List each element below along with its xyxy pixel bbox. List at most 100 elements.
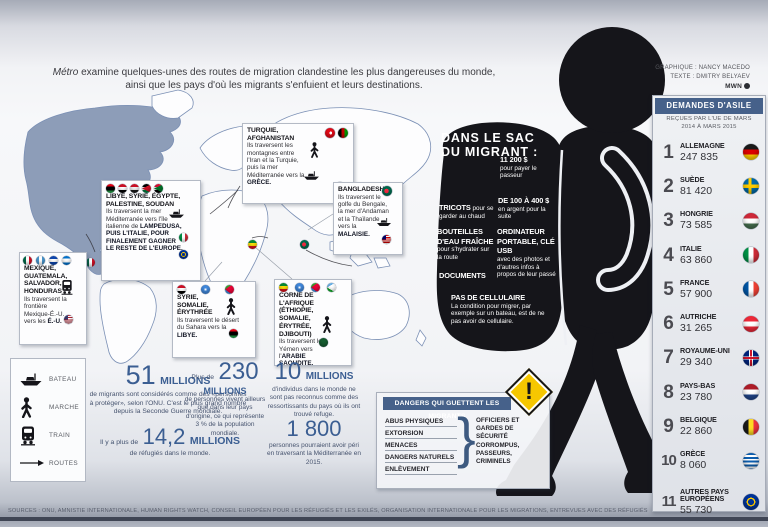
honduras-flag-icon bbox=[62, 256, 71, 265]
backpack-torso-gap bbox=[558, 149, 568, 346]
asylum-row: 1 ALLEMAGNE 247 835 bbox=[658, 135, 762, 169]
dangers-outcome: OFFICIERS ET GARDES DE SÉCURITÉ CORROMPU… bbox=[476, 417, 520, 465]
callout-title: MEXIQUE, GUATEMALA, SALVADOR, HONDURAS bbox=[24, 265, 68, 296]
italy-flag-icon bbox=[179, 233, 188, 242]
callout-body: Ils traversent le Yémen vers l'ARABIE SA… bbox=[279, 338, 322, 368]
map-dot-ethiopia-flag-icon bbox=[248, 240, 257, 249]
guatemala-flag-icon bbox=[36, 256, 45, 265]
netherlands-flag-icon bbox=[743, 384, 759, 401]
asylum-row: 2 SUÈDE 81 420 bbox=[658, 169, 762, 203]
danger-item: MENACES bbox=[385, 439, 457, 451]
walk-icon bbox=[322, 316, 332, 333]
map-routes bbox=[85, 157, 353, 267]
train-icon bbox=[61, 279, 73, 295]
austria-flag-icon bbox=[743, 315, 759, 332]
asylum-row: 10 GRÈCE 8 060 bbox=[658, 444, 762, 478]
walk-icon bbox=[310, 142, 319, 158]
asylum-row: 7 ROYAUME-UNI 29 340 bbox=[658, 341, 762, 375]
map-greenland bbox=[151, 89, 194, 119]
uk-flag-icon bbox=[743, 349, 759, 366]
djibouti-flag-icon bbox=[327, 283, 336, 292]
map-leader-lines bbox=[204, 213, 334, 282]
brace-glyph: } bbox=[457, 406, 476, 469]
dangers-list: ABUS PHYSIQUES EXTORSION MENACES DANGERS… bbox=[385, 415, 457, 475]
afghanistan-flag-icon bbox=[338, 128, 348, 138]
sweden-flag-icon bbox=[743, 178, 759, 195]
credits: GRAPHIQUE : NANCY MACEDO TEXTE : DMITRY … bbox=[636, 64, 750, 92]
globe-icon bbox=[744, 83, 750, 89]
egypt-flag-icon bbox=[130, 184, 139, 193]
eu-flag-icon bbox=[179, 250, 188, 259]
libya-flag-icon bbox=[106, 184, 115, 193]
danger-item: EXTORSION bbox=[385, 427, 457, 439]
boat-icon bbox=[19, 372, 43, 386]
asylum-row: 4 ITALIE 63 860 bbox=[658, 238, 762, 272]
turkey-flag-icon bbox=[325, 128, 335, 138]
brand-name: Métro bbox=[52, 67, 79, 78]
asylum-row: 6 AUTRICHE 31 265 bbox=[658, 306, 762, 340]
asylum-rows: 1 ALLEMAGNE 247 835 2 SUÈDE 81 420 3 HONGRIE 7… bbox=[658, 135, 762, 526]
walk-icon bbox=[226, 298, 236, 315]
callout-corne-afrique: CORNE DE L'AFRIQUE (ÉTHIOPIE, SOMALIE, É… bbox=[274, 279, 352, 368]
callout-syrie-somalie-erythree: SYRIE, SOMALIE, ÉRYTHRÉE Ils traversent … bbox=[172, 281, 256, 358]
sac-item-tricots: TRICOTS pour se garder au chaud bbox=[439, 203, 494, 220]
stat-14-2-millions: Il y a plus de 14,2 MILLIONS de réfugiés… bbox=[99, 424, 241, 457]
asylum-header: DEMANDES D'ASILE bbox=[655, 98, 763, 114]
eritrea-flag-icon bbox=[225, 285, 234, 294]
asylum-row: 5 FRANCE 57 900 bbox=[658, 272, 762, 306]
route-arrow-icon bbox=[19, 459, 45, 467]
asylum-row: 3 HONGRIE 73 585 bbox=[658, 204, 762, 238]
asylum-row: 11 AUTRES PAYS EUROPÉENS 55 730 bbox=[658, 478, 762, 526]
sudan-flag-icon bbox=[154, 184, 163, 193]
credit-graphique: GRAPHIQUE : NANCY MACEDO bbox=[655, 65, 750, 71]
eritrea-flag-icon bbox=[311, 283, 320, 292]
mexico-flag-icon bbox=[23, 256, 32, 265]
callout-bangladesh: BANGLADESH Ils traversent le golfe du Be… bbox=[333, 182, 403, 255]
sac-item-bouteilles: BOUTEILLES D'EAU FRAÎCHE pour s'hydrater … bbox=[437, 227, 494, 262]
legend-row-bateau: BATEAU bbox=[19, 365, 85, 393]
map-new-zealand bbox=[415, 329, 427, 347]
callout-title: BANGLADESH bbox=[338, 186, 385, 193]
callout-libye-syrie-egypte: LIBYE, SYRIE, ÉGYPTE, PALESTINE, SOUDAN … bbox=[101, 180, 201, 281]
brand-row: MWN bbox=[636, 82, 750, 92]
sac-item-pas-cellulaire: PAS DE CELLULAIRE La condition pour migre… bbox=[451, 293, 545, 326]
map-australia bbox=[341, 290, 410, 340]
belgium-flag-icon bbox=[743, 418, 759, 435]
salvador-flag-icon bbox=[49, 256, 58, 265]
callout-title: TURQUIE, AFGHANISTAN bbox=[247, 127, 295, 142]
ethiopia-flag-icon bbox=[279, 283, 288, 292]
map-dot-mexico-flag-icon bbox=[86, 258, 95, 267]
map-dot-bangladesh-flag-icon bbox=[300, 240, 309, 249]
danger-item: ABUS PHYSIQUES bbox=[385, 415, 457, 427]
figure-backpack bbox=[436, 122, 566, 352]
intro-text: Métro examine quelques-unes des routes d… bbox=[52, 67, 496, 91]
boat-icon bbox=[168, 208, 185, 219]
figure-arm bbox=[600, 150, 651, 288]
stat-51-millions: 51 MILLIONS de migrants sont considérés … bbox=[89, 360, 247, 416]
boat-icon bbox=[303, 170, 320, 181]
bangladesh-flag-icon bbox=[382, 186, 392, 196]
libya-flag-icon bbox=[229, 329, 238, 338]
credit-texte: TEXTE : DMITRY BELYAEV bbox=[670, 74, 750, 80]
callout-body: Ils traversent le golfe du Bengale, la m… bbox=[338, 193, 389, 238]
asylum-subheader: REÇUES PAR L'UE DE MARS 2014 À MARS 2015 bbox=[666, 116, 752, 130]
figure-back-leg bbox=[496, 325, 598, 496]
callout-body: Ils traversent le désert du Sahara vers … bbox=[177, 317, 239, 339]
bottom-bar bbox=[0, 517, 768, 521]
saudi-arabia-flag-icon bbox=[319, 338, 328, 347]
italy-flag-icon bbox=[743, 247, 759, 264]
stat-1800: 1 800 personnes pourraient avoir péri en… bbox=[267, 416, 361, 466]
callout-body: Ils traversent la mer Méditerranée vers … bbox=[106, 208, 183, 253]
germany-flag-icon bbox=[743, 144, 759, 161]
eu-flag-icon bbox=[743, 493, 759, 510]
callout-mexique-guatemala: MEXIQUE, GUATEMALA, SALVADOR, HONDURAS I… bbox=[19, 252, 87, 345]
legend-row-routes: ROUTES bbox=[19, 449, 85, 477]
greece-flag-icon bbox=[743, 452, 759, 469]
sac-item-documents: DOCUMENTS bbox=[439, 271, 486, 280]
malaysia-flag-icon bbox=[382, 235, 391, 244]
syria-flag-icon bbox=[177, 285, 186, 294]
figure-head bbox=[559, 27, 665, 133]
danger-item: ENLÈVEMENT bbox=[385, 463, 457, 475]
map-south-america bbox=[99, 278, 157, 364]
